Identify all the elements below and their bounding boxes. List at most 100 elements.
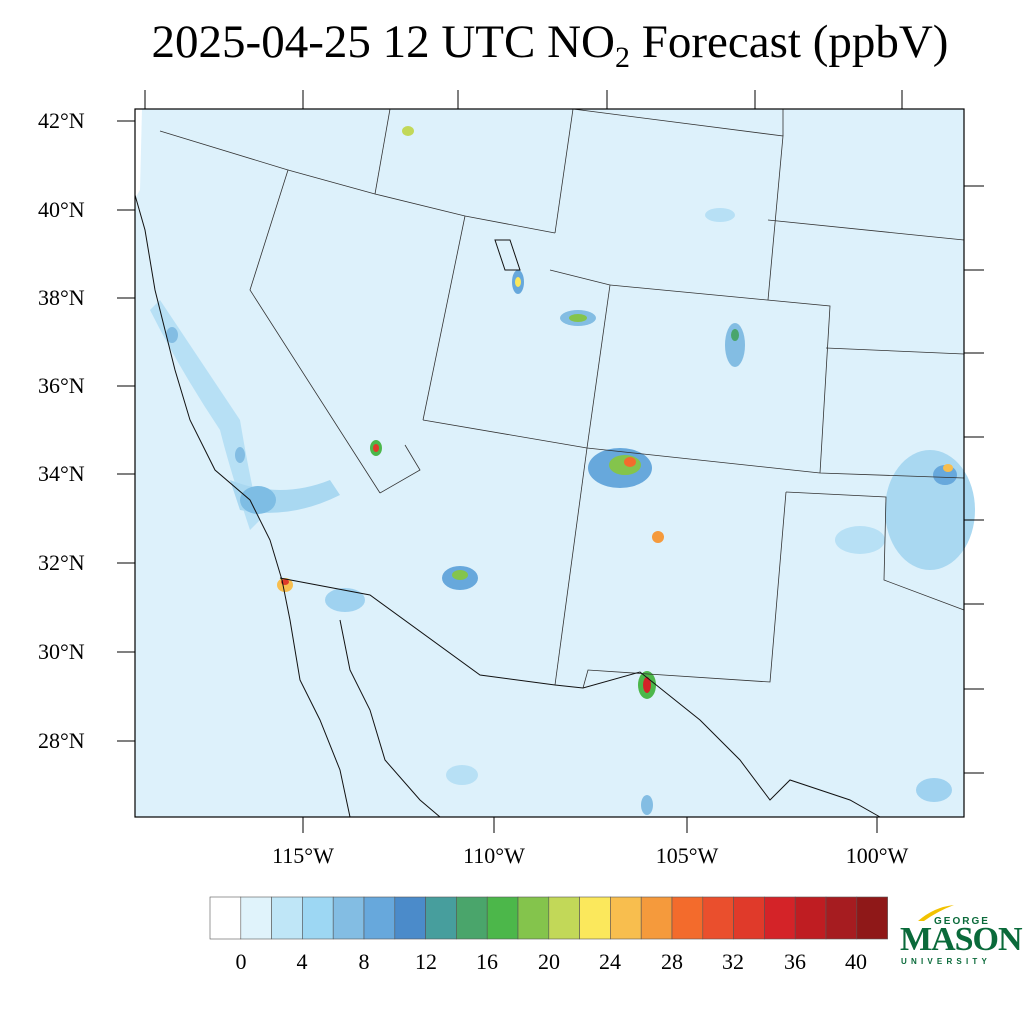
lat-label-38: 38°N (38, 285, 85, 310)
axis-ticks (117, 90, 984, 833)
colorbar-cell (764, 896, 796, 940)
colorbar-label-20: 20 (538, 949, 560, 974)
colorbar-label-40: 40 (845, 949, 867, 974)
plume-wyoming (705, 208, 735, 222)
lat-label-30: 30°N (38, 639, 85, 664)
colorbar-cell (794, 896, 827, 940)
university-logo: GEORGE MASON UNIVERSITY (898, 905, 1023, 970)
colorbar-label-32: 32 (722, 949, 744, 974)
colorbar-cell (240, 896, 272, 940)
colorbar-cell (271, 896, 303, 940)
colorbar-cell (302, 896, 334, 940)
plume-okc-core (943, 464, 953, 472)
plume-okc-region (885, 450, 975, 570)
plume-el-paso-core (643, 677, 651, 693)
colorbar-label-36: 36 (784, 949, 806, 974)
plume-las-vegas-core (373, 444, 379, 452)
boundary-ok-tx (785, 491, 965, 611)
colorbar-cell (486, 896, 519, 940)
colorbar-label-16: 16 (476, 949, 498, 974)
colorbar-cell (610, 896, 642, 940)
lat-label-36: 36°N (38, 373, 85, 398)
boundary-ca-nv (159, 130, 381, 494)
colorbar-cell (733, 896, 765, 940)
colorbar-label-4: 4 (296, 949, 308, 974)
map-frame (134, 108, 965, 818)
boundary-nm-tx (582, 491, 787, 689)
plume-boise (402, 126, 414, 136)
plume-slc-core (515, 277, 521, 287)
title-main: 2025-04-25 12 UTC NO (151, 16, 615, 68)
boundary-or-ca-nv-id (287, 169, 556, 234)
chart-title: 2025-04-25 12 UTC NO2 Forecast (ppbV) (0, 14, 1024, 76)
boundary-id-or (374, 108, 391, 195)
lon-label-105: 105°W (655, 843, 719, 868)
border-us-mexico (279, 577, 881, 818)
title-subscript: 2 (614, 41, 630, 74)
colorbar-cell (856, 896, 888, 940)
logo-line-university: UNIVERSITY (901, 957, 992, 966)
plume-uinta-core (569, 314, 587, 322)
plume-denver-core (731, 329, 739, 341)
state-boundaries (159, 108, 965, 689)
colorbar-label-12: 12 (415, 949, 437, 974)
boundary-co-north-east (609, 284, 831, 474)
coastlines (134, 194, 881, 818)
logo-swoosh-icon (918, 905, 954, 921)
map-background (135, 109, 964, 817)
lon-label-110: 110°W (463, 843, 525, 868)
lon-label-100: 100°W (845, 843, 909, 868)
plume-four-corners-mid (609, 455, 641, 475)
plume-albuquerque (652, 531, 664, 543)
colorbar-label-0: 0 (235, 949, 247, 974)
lat-label-28: 28°N (38, 728, 85, 753)
boundary-id-wy (554, 108, 574, 234)
plume-mexicali (325, 588, 365, 612)
boundary-ne-ks (825, 347, 965, 355)
colorbar (209, 896, 888, 940)
plume-bakersfield (235, 447, 245, 463)
lat-label-42: 42°N (38, 108, 85, 133)
colorbar-cell (579, 896, 611, 940)
colorbar-cell (456, 896, 488, 940)
plume-chihuahua (641, 795, 653, 815)
colorbar-label-24: 24 (599, 949, 621, 974)
lat-label-34: 34°N (38, 461, 85, 486)
boundary-az-nm (554, 447, 588, 686)
logo-line-george: GEORGE (934, 916, 990, 927)
plume-phoenix-core (452, 570, 468, 580)
lat-label-32: 32°N (38, 550, 85, 575)
boundary-nv-ut (422, 215, 466, 421)
colorbar-label-8: 8 (358, 949, 370, 974)
colorbar-cell (209, 896, 242, 940)
plume-south-texas (916, 778, 952, 802)
ocean-edge (134, 109, 142, 200)
colorbar-cell (517, 896, 550, 940)
title-suffix: Forecast (ppbV) (629, 16, 949, 68)
boundary-ut-co (586, 284, 611, 449)
boundary-four-corners-line (422, 419, 965, 479)
plume-denver (725, 323, 745, 367)
plume-sonora (446, 765, 478, 785)
boundary-sd-ne (767, 219, 965, 241)
boundary-ut-wy (549, 269, 611, 286)
lon-label-115: 115°W (272, 843, 334, 868)
plume-bay-area (166, 327, 178, 343)
colorbar-cell (394, 896, 426, 940)
colorbar-cell (332, 896, 365, 940)
lat-label-40: 40°N (38, 197, 85, 222)
boundary-nv-az (379, 444, 421, 494)
colorbar-cell (702, 896, 734, 940)
plume-texas-panhandle (835, 526, 885, 554)
colorbar-cell (363, 896, 396, 940)
coastline-gulf-california (339, 619, 441, 818)
plume-four-corners-core (624, 457, 636, 467)
great-salt-lake (494, 239, 521, 271)
plume-california (150, 300, 260, 530)
colorbar-label-28: 28 (661, 949, 683, 974)
colorbar-cell (671, 896, 704, 940)
plume-la-core (240, 486, 276, 514)
colorbar-cell (425, 896, 457, 940)
concentration-plumes (150, 126, 975, 815)
